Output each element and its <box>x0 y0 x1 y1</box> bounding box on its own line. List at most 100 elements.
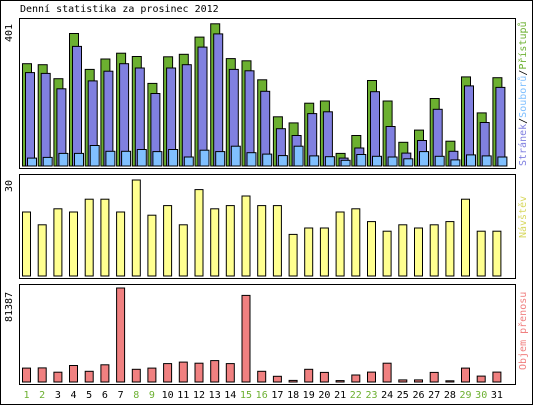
legend-hits: Přístupů <box>518 21 529 70</box>
files-bar-day-14 <box>230 145 241 167</box>
files-bar-day-9 <box>152 151 163 167</box>
x-tick-label-day-7: 7 <box>118 390 124 401</box>
kbytes-bar-day-20 <box>319 371 329 383</box>
visits-panel <box>19 174 516 279</box>
files-bar-day-4 <box>74 152 84 167</box>
files-bar-day-12 <box>199 149 210 167</box>
x-tick-label-day-26: 26 <box>412 390 424 401</box>
kbytes-bar-day-11 <box>178 361 188 383</box>
visits-bar-day-5 <box>84 198 94 277</box>
kbytes-bar-day-24 <box>382 362 392 383</box>
x-tick-label-day-23: 23 <box>365 390 377 401</box>
x-tick-label-day-20: 20 <box>318 390 330 401</box>
files-bar-day-21 <box>340 159 351 167</box>
visits-panel-frame <box>19 174 516 279</box>
visits-bar-day-9 <box>147 214 157 277</box>
kbytes-bar-day-6 <box>100 364 110 383</box>
files-bar-day-8 <box>136 149 147 167</box>
x-tick-label-day-17: 17 <box>271 390 283 401</box>
visits-bar-day-20 <box>319 227 329 277</box>
files-bar-day-1 <box>27 157 37 167</box>
x-tick-label-day-6: 6 <box>102 390 108 401</box>
visits-bar-day-7 <box>116 211 126 277</box>
visits-bar-day-2 <box>37 224 47 277</box>
kbytes-bar-day-5 <box>84 370 94 383</box>
kbytes-bar-day-17 <box>272 375 282 383</box>
visits-bar-day-15 <box>241 195 251 277</box>
visits-bar-day-11 <box>178 224 188 277</box>
x-tick-label-day-18: 18 <box>287 390 299 401</box>
kbytes-bar-day-26 <box>414 379 423 383</box>
files-bar-day-5 <box>89 145 100 167</box>
visits-legend: Návštěv <box>518 195 529 238</box>
kbytes-bar-day-9 <box>147 367 157 383</box>
pages-bar-day-23 <box>370 91 380 167</box>
pages-bar-day-29 <box>464 85 474 167</box>
x-tick-label-day-15: 15 <box>240 390 252 401</box>
x-tick-label-day-28: 28 <box>444 390 456 401</box>
visits-bar-day-17 <box>272 205 282 277</box>
x-tick-label-day-29: 29 <box>459 390 471 401</box>
x-tick-label-day-25: 25 <box>397 390 409 401</box>
kbytes-bar-day-4 <box>69 365 78 383</box>
files-bar-day-7 <box>121 150 132 167</box>
visits-bar-day-27 <box>429 224 439 277</box>
visits-bar-day-29 <box>461 198 470 277</box>
visits-bar-day-10 <box>163 205 173 277</box>
chart-title: Denní statistika za prosinec 2012 <box>20 4 219 15</box>
x-tick-label-day-11: 11 <box>177 390 189 401</box>
x-tick-label-day-10: 10 <box>162 390 174 401</box>
visits-bar-day-16 <box>257 205 267 277</box>
files-bar-day-29 <box>466 154 476 167</box>
kbytes-bar-day-15 <box>241 294 251 383</box>
kbytes-bar-day-23 <box>367 371 376 383</box>
visits-bar-day-14 <box>225 205 235 277</box>
kbytes-panel <box>19 284 516 385</box>
pages-bar-day-2 <box>40 72 51 167</box>
x-tick-label-day-1: 1 <box>23 390 29 401</box>
kbytes-bar-day-21 <box>335 380 345 383</box>
x-tick-label-day-30: 30 <box>475 390 487 401</box>
visits-bar-day-21 <box>335 211 345 277</box>
kbytes-panel-frame <box>19 284 516 385</box>
x-tick-label-day-2: 2 <box>39 390 45 401</box>
kbytes-bar-day-13 <box>210 360 220 383</box>
hits-legend: Stránek/Souborů/Přístupů <box>518 21 529 166</box>
kbytes-bar-day-18 <box>288 379 298 383</box>
files-bar-day-25 <box>403 158 414 167</box>
hits-ymax-label: 401 <box>4 23 15 42</box>
files-bar-day-26 <box>419 151 429 167</box>
files-bar-day-13 <box>215 151 226 167</box>
x-tick-label-day-22: 22 <box>350 390 362 401</box>
x-tick-label-day-21: 21 <box>334 390 346 401</box>
files-bar-day-23 <box>372 155 382 167</box>
x-tick-label-day-16: 16 <box>256 390 268 401</box>
x-tick-label-day-19: 19 <box>303 390 315 401</box>
kbytes-bar-day-14 <box>225 363 235 383</box>
visits-bar-day-22 <box>351 208 361 277</box>
pages-bar-day-7 <box>119 63 130 167</box>
pages-bar-day-13 <box>213 33 224 167</box>
kbytes-bar-day-2 <box>37 367 47 383</box>
x-axis-day-labels: 1 2 3 4 5 6 7 8 9 10 11 12 13 14 15 16 17 18 19 20 21 22 23 24 2… <box>23 390 502 401</box>
files-bar-day-28 <box>450 159 461 167</box>
files-bar-day-24 <box>387 156 398 167</box>
x-tick-label-day-4: 4 <box>70 390 76 401</box>
files-bar-day-18 <box>293 145 304 167</box>
visits-bar-day-8 <box>131 179 141 277</box>
kbytes-bar-day-31 <box>492 371 502 383</box>
files-bar-day-17 <box>277 155 288 167</box>
pages-bar-day-1 <box>25 72 35 167</box>
kbytes-bar-day-10 <box>163 363 173 383</box>
kbytes-bar-day-3 <box>53 371 63 383</box>
pages-bar-day-12 <box>197 46 208 167</box>
kbytes-bar-day-28 <box>445 380 455 383</box>
visits-bar-day-25 <box>398 224 408 277</box>
kbytes-bar-day-7 <box>116 287 126 383</box>
kbytes-bar-day-1 <box>22 367 31 383</box>
files-bar-day-19 <box>309 155 320 167</box>
legend-sep-2: / <box>518 69 529 76</box>
x-tick-label-day-24: 24 <box>381 390 393 401</box>
pages-bar-day-11 <box>181 64 192 167</box>
